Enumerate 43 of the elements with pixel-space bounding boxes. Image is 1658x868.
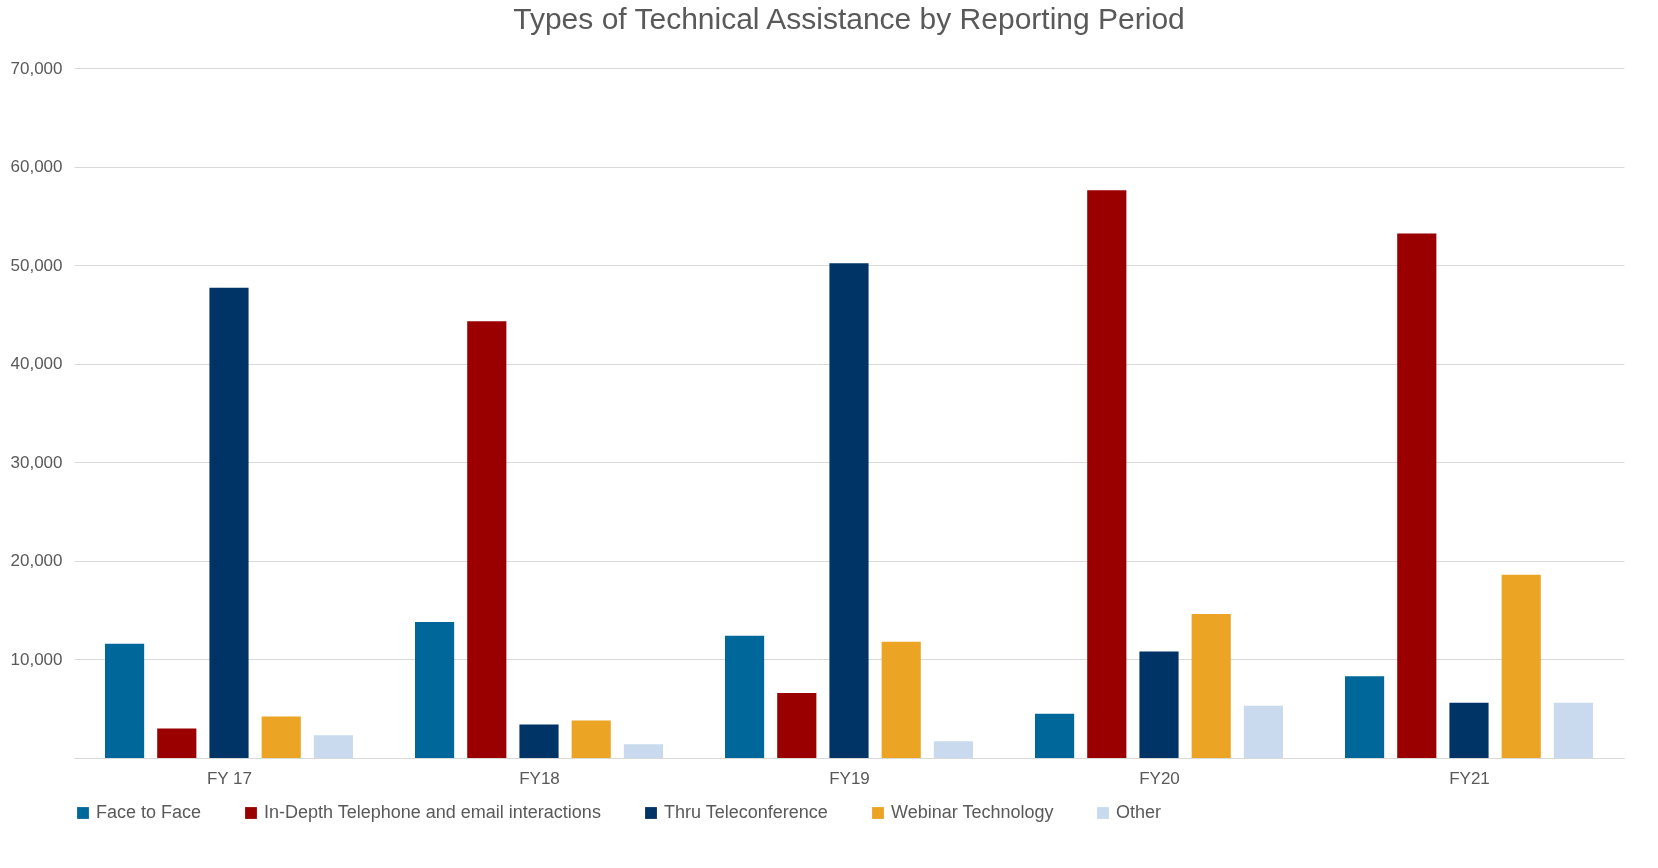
bar [261, 716, 301, 758]
bar [1139, 651, 1179, 758]
bar [313, 735, 353, 758]
bar [209, 287, 249, 758]
bar [1501, 574, 1541, 758]
y-tick-label: 30,000 [10, 452, 63, 472]
bar [157, 728, 197, 758]
bar [1035, 713, 1075, 758]
x-tick-label: FY19 [829, 768, 870, 788]
bar [105, 643, 145, 758]
bar [829, 263, 869, 758]
legend-label: Webinar Technology [891, 802, 1054, 822]
y-tick-label: 10,000 [10, 649, 63, 669]
bar [1191, 614, 1231, 758]
bar [1449, 702, 1489, 758]
y-tick-label: 50,000 [10, 255, 63, 275]
legend-label: Face to Face [96, 802, 202, 822]
bar [1345, 676, 1385, 758]
legend-label: In-Depth Telephone and email interactions [264, 802, 601, 822]
bar [1397, 233, 1437, 758]
bar [467, 321, 507, 758]
y-tick-label: 60,000 [10, 157, 63, 177]
x-tick-label: FY21 [1449, 768, 1490, 788]
y-tick-label: 20,000 [10, 551, 63, 571]
y-tick-label: 40,000 [10, 354, 63, 374]
bar [623, 744, 663, 758]
bar [1553, 702, 1593, 758]
bar [415, 621, 455, 758]
legend-label: Thru Teleconference [664, 802, 828, 822]
chart-title: Types of Technical Assistance by Reporting Period [513, 2, 1185, 35]
bar [725, 635, 765, 758]
bar [1243, 705, 1283, 758]
x-tick-label: FY20 [1139, 768, 1180, 788]
bar [1087, 190, 1127, 758]
y-tick-label: 70,000 [10, 58, 63, 78]
bar [571, 720, 611, 758]
x-tick-label: FY 17 [206, 768, 253, 788]
x-tick-label: FY18 [519, 768, 560, 788]
bar [933, 741, 973, 758]
legend-label: Other [1116, 802, 1162, 822]
bar [777, 692, 817, 758]
bar [881, 641, 921, 758]
bar [519, 724, 559, 758]
